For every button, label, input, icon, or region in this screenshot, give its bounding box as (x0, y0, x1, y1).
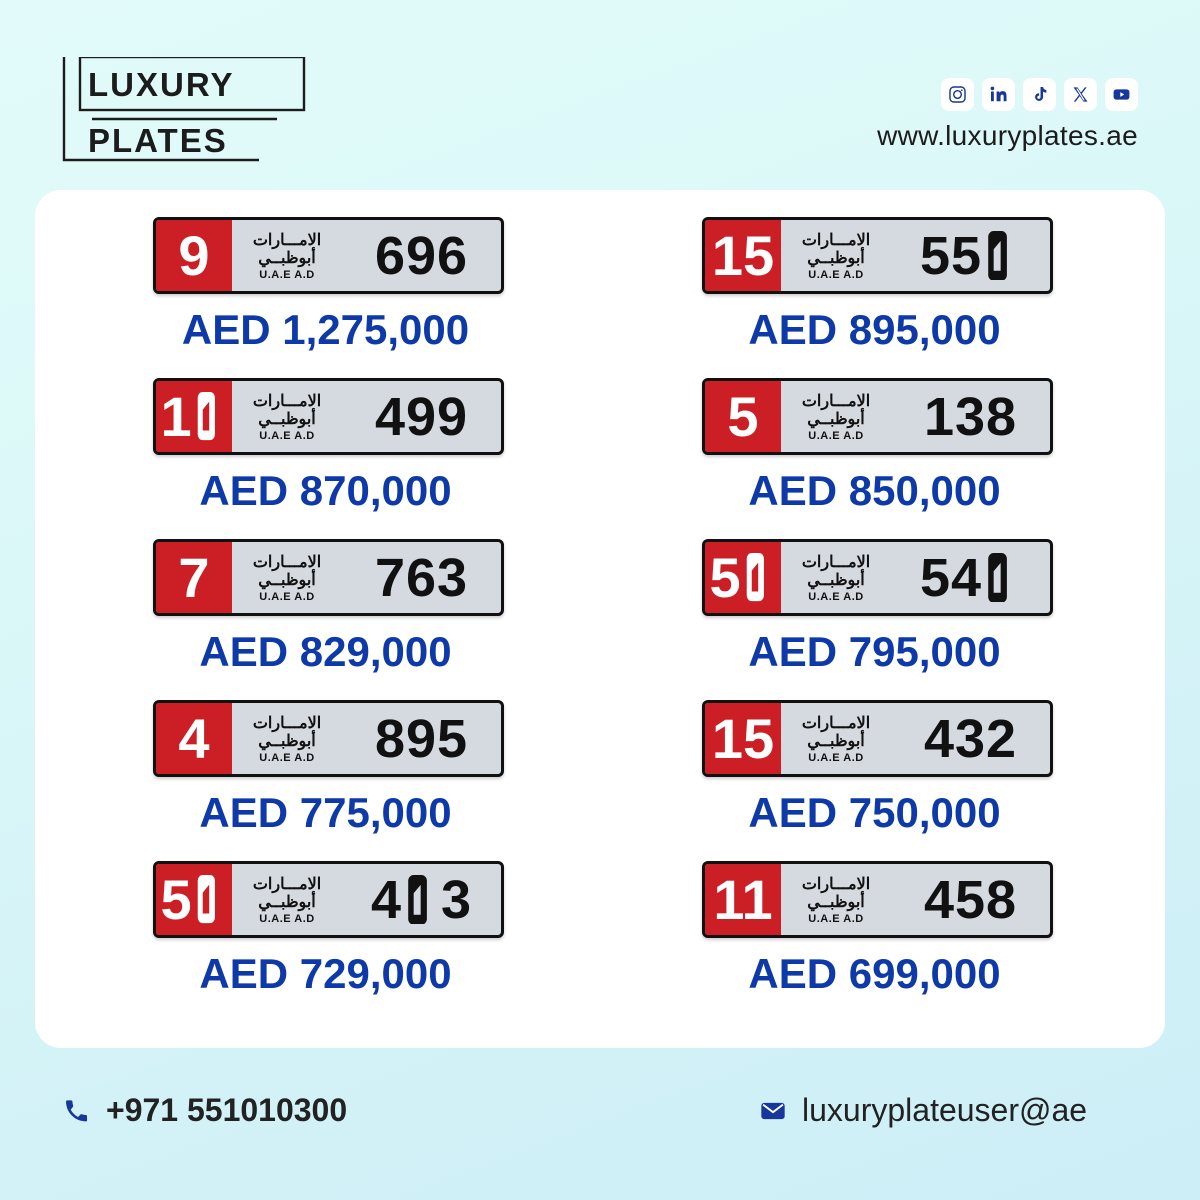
svg-text:LUXURY: LUXURY (88, 66, 234, 103)
svg-text:PLATES: PLATES (88, 122, 228, 159)
